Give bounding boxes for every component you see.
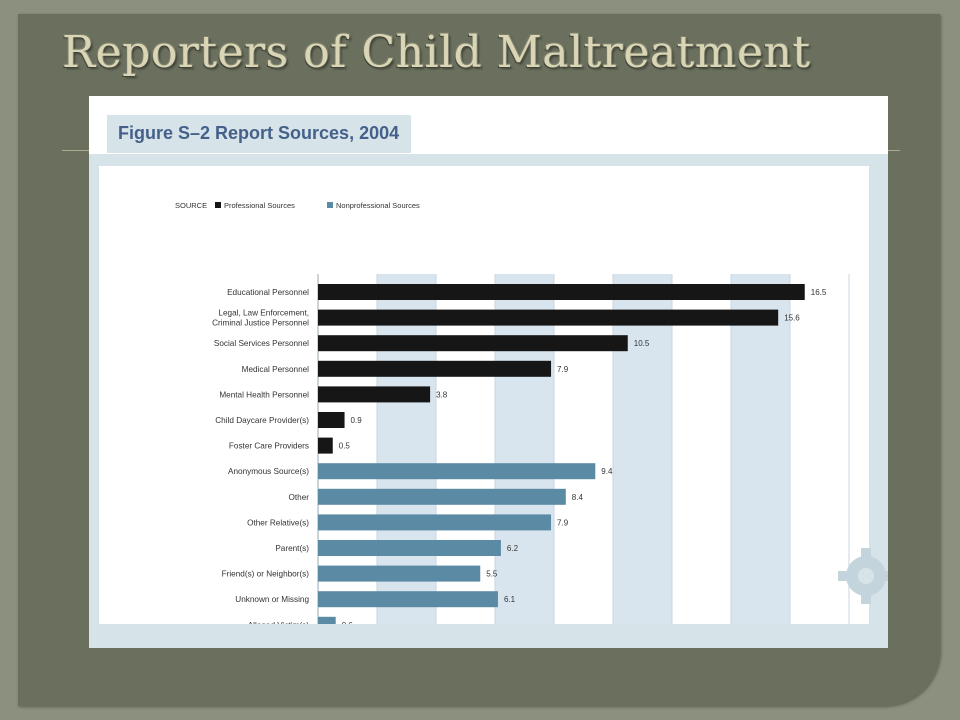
value-label: 15.6	[784, 314, 800, 323]
value-label: 10.5	[634, 339, 650, 348]
value-label: 0.5	[339, 442, 351, 451]
value-label: 0.9	[351, 416, 363, 425]
bar	[318, 360, 552, 377]
category-label: Mental Health Personnel	[219, 390, 309, 399]
category-label: Foster Care Providers	[229, 442, 309, 451]
legend-label-nonprofessional: Nonprofessional Sources	[336, 201, 420, 210]
value-label: 16.5	[811, 288, 827, 297]
plot-card: SOURCE Professional Sources Nonprofessiona…	[99, 166, 869, 624]
value-label: 3.8	[436, 390, 448, 399]
bar	[318, 540, 501, 556]
bar	[318, 616, 336, 624]
value-label: 6.2	[507, 544, 519, 553]
bar	[318, 488, 566, 505]
slide-title: Reporters of Child Maltreatment	[62, 27, 811, 78]
category-label: Anonymous Source(s)	[228, 467, 309, 476]
bar	[318, 412, 345, 428]
figure-panel: Figure S–2 Report Sources, 2004 SOURCE Pr…	[89, 96, 888, 648]
category-label: Other Relative(s)	[247, 518, 309, 527]
category-label: Child Daycare Provider(s)	[215, 416, 309, 425]
value-label: 7.9	[557, 518, 569, 527]
category-label: Social Services Personnel	[214, 339, 309, 348]
category-label: Parent(s)	[275, 544, 309, 553]
bar	[318, 565, 481, 582]
value-label: 0.6	[342, 621, 354, 624]
category-label: Medical Personnel	[242, 365, 310, 374]
legend-swatch-nonprofessional	[327, 202, 333, 208]
value-label: 5.5	[486, 570, 498, 579]
category-label: Unknown or Missing	[235, 595, 309, 604]
figure-title-bar: Figure S–2 Report Sources, 2004	[107, 115, 412, 153]
category-label: Other	[289, 493, 310, 502]
gear-decoration-icon	[838, 548, 888, 604]
value-label: 9.4	[601, 467, 613, 476]
bar	[318, 309, 779, 326]
legend-title: SOURCE	[175, 201, 207, 210]
category-label: Alleged Victim(s)	[248, 621, 310, 624]
grid-band	[731, 274, 790, 624]
category-label: Legal, Law Enforcement, Criminal Justice …	[212, 309, 309, 328]
bar	[318, 514, 552, 531]
legend-swatch-professional	[215, 202, 221, 208]
report-sources-chart: SOURCE Professional Sources Nonprofessiona…	[175, 201, 850, 624]
bar	[318, 437, 333, 454]
bar	[318, 386, 431, 403]
category-label: Friend(s) or Neighbor(s)	[222, 570, 310, 579]
bar	[318, 463, 596, 480]
value-label: 8.4	[572, 493, 584, 502]
grid-band	[495, 274, 554, 624]
legend-label-professional: Professional Sources	[224, 201, 295, 210]
bar	[318, 284, 805, 300]
figure-title: Figure S–2 Report Sources, 2004	[118, 123, 400, 143]
value-label: 6.1	[504, 595, 516, 604]
value-label: 7.9	[557, 365, 569, 374]
bar	[318, 335, 628, 352]
figure-header: Figure S–2 Report Sources, 2004	[89, 96, 888, 154]
bar	[318, 591, 498, 608]
grid-band	[613, 274, 672, 624]
category-label: Educational Personnel	[227, 288, 309, 297]
